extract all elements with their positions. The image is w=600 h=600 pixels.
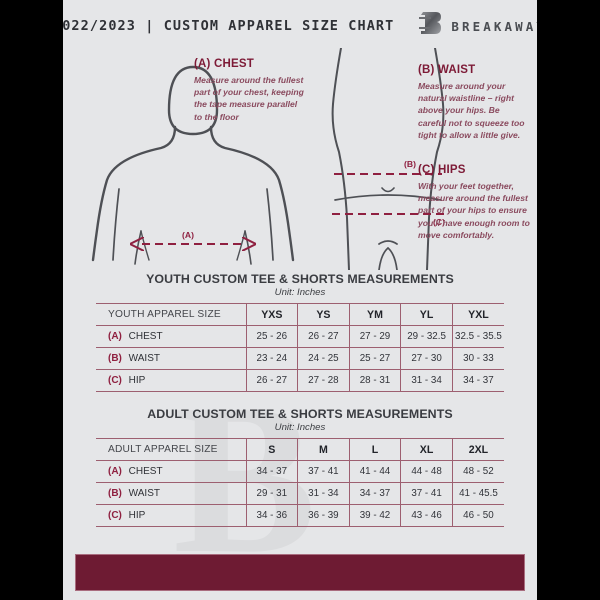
callout-hips-body: With your feet together, measure around … (418, 181, 530, 240)
table-row: (A) CHEST 25 - 26 26 - 27 27 - 29 29 - 3… (96, 325, 504, 348)
adult-cell-2-0: 34 - 36 (246, 504, 299, 527)
row-label: CHEST (128, 466, 163, 477)
callout-chest-title: (A) CHEST (194, 58, 254, 70)
row-label: WAIST (128, 488, 160, 499)
youth-table-unit: Unit: Inches (274, 287, 326, 298)
row-marker: (A) (108, 466, 122, 477)
youth-cell-1-1: 24 - 25 (297, 347, 350, 370)
torso-figure (91, 65, 295, 265)
row-marker: (C) (108, 375, 122, 386)
header-title: 2022/2023 | CUSTOM APPAREL SIZE CHART (63, 18, 395, 34)
hip-line-label: (C) (433, 217, 445, 227)
waist-line-label: (B) (404, 159, 416, 169)
adult-cell-1-0: 29 - 31 (246, 482, 299, 505)
adult-col-3: XL (400, 438, 453, 461)
size-chart-page: B 2022/2023 | CUSTOM APPAREL SIZE CHART (63, 0, 537, 600)
youth-row-label-1: (B) WAIST (96, 347, 247, 370)
youth-col-0: YXS (246, 303, 299, 326)
callout-waist-body: Measure around your natural waistline – … (418, 81, 525, 140)
adult-cell-0-1: 37 - 41 (297, 460, 350, 483)
adult-cell-2-1: 36 - 39 (297, 504, 350, 527)
youth-col-4: YXL (452, 303, 504, 326)
adult-row-label-2: (C) HIP (96, 504, 247, 527)
table-row: (C) HIP 34 - 36 36 - 39 39 - 42 43 - 46 … (96, 504, 504, 527)
row-label: CHEST (128, 331, 163, 342)
youth-table-title: YOUTH CUSTOM TEE & SHORTS MEASUREMENTS (146, 272, 454, 286)
youth-col-2: YM (349, 303, 402, 326)
youth-col-3: YL (400, 303, 453, 326)
youth-cell-1-0: 23 - 24 (246, 347, 299, 370)
table-row: (C) HIP 26 - 27 27 - 28 28 - 31 31 - 34 … (96, 369, 504, 392)
adult-cell-0-0: 34 - 37 (246, 460, 299, 483)
row-marker: (A) (108, 331, 122, 342)
youth-cell-0-1: 26 - 27 (297, 325, 350, 348)
youth-cell-1-3: 27 - 30 (400, 347, 453, 370)
youth-measurements-section: YOUTH CUSTOM TEE & SHORTS MEASUREMENTS U… (96, 272, 504, 392)
youth-cell-1-4: 30 - 33 (452, 347, 504, 370)
adult-row-label-0: (A) CHEST (96, 460, 247, 483)
row-marker: (B) (108, 488, 122, 499)
table-header-row: ADULT APPAREL SIZE S M L XL 2XL (96, 438, 504, 461)
youth-cell-0-3: 29 - 32.5 (400, 325, 453, 348)
row-label: HIP (128, 510, 146, 521)
youth-cell-0-4: 32.5 - 35.5 (452, 325, 504, 348)
youth-row-label-2: (C) HIP (96, 369, 247, 392)
brand-lockup: BREAKAWAY (416, 9, 537, 44)
body-figures-svg (91, 48, 445, 270)
adult-cell-1-3: 37 - 41 (400, 482, 453, 505)
adult-cell-1-4: 41 - 45.5 (452, 482, 504, 505)
callout-hips: (C) HIPS With your feet together, measur… (418, 164, 530, 241)
youth-cell-0-2: 27 - 29 (349, 325, 402, 348)
adult-table-unit: Unit: Inches (274, 422, 326, 433)
adult-table-title: ADULT CUSTOM TEE & SHORTS MEASUREMENTS (147, 407, 453, 421)
table-row: (B) WAIST 29 - 31 31 - 34 34 - 37 37 - 4… (96, 482, 504, 505)
youth-cell-0-0: 25 - 26 (246, 325, 299, 348)
callout-chest-body: Measure around the fullest part of your … (194, 75, 304, 122)
youth-cell-2-3: 31 - 34 (400, 369, 453, 392)
table-row: (B) WAIST 23 - 24 24 - 25 25 - 27 27 - 3… (96, 347, 504, 370)
youth-cell-2-0: 26 - 27 (246, 369, 299, 392)
adult-cell-2-4: 46 - 50 (452, 504, 504, 527)
page-header: 2022/2023 | CUSTOM APPAREL SIZE CHART (63, 0, 537, 52)
adult-cell-1-2: 34 - 37 (349, 482, 402, 505)
row-marker: (C) (108, 510, 122, 521)
adult-cell-1-1: 31 - 34 (297, 482, 350, 505)
adult-col-4: 2XL (452, 438, 504, 461)
adult-cell-0-2: 41 - 44 (349, 460, 402, 483)
callout-waist-title: (B) WAIST (418, 64, 476, 76)
adult-row-label-1: (B) WAIST (96, 482, 247, 505)
youth-size-table: YOUTH APPAREL SIZE YXS YS YM YL YXL (A) … (96, 303, 504, 392)
adult-measurements-section: ADULT CUSTOM TEE & SHORTS MEASUREMENTS U… (96, 407, 504, 527)
table-row: (A) CHEST 34 - 37 37 - 41 41 - 44 44 - 4… (96, 460, 504, 483)
adult-cell-0-3: 44 - 48 (400, 460, 453, 483)
footer-band (75, 554, 525, 591)
row-marker: (B) (108, 353, 122, 364)
youth-col-1: YS (297, 303, 350, 326)
adult-cell-2-3: 43 - 46 (400, 504, 453, 527)
adult-col-2: L (349, 438, 402, 461)
youth-cell-2-2: 28 - 31 (349, 369, 402, 392)
adult-cell-2-2: 39 - 42 (349, 504, 402, 527)
callout-hips-title: (C) HIPS (418, 164, 466, 176)
callout-chest: (A) CHEST Measure around the fullest par… (194, 58, 306, 123)
lower-body-figure (331, 48, 445, 270)
adult-size-table: ADULT APPAREL SIZE S M L XL 2XL (A) CHES… (96, 438, 504, 527)
youth-row-label-0: (A) CHEST (96, 325, 247, 348)
measurement-illustrations: (A) (B) (C) (A) CHEST Measure around the… (63, 48, 537, 270)
chest-line-label: (A) (182, 230, 194, 240)
youth-cell-2-1: 27 - 28 (297, 369, 350, 392)
callout-waist: (B) WAIST Measure around your natural wa… (418, 64, 528, 141)
youth-cell-1-2: 25 - 27 (349, 347, 402, 370)
youth-size-header: YOUTH APPAREL SIZE (96, 303, 247, 326)
brand-name: BREAKAWAY (451, 18, 537, 34)
breakaway-b-monogram-icon (416, 9, 442, 44)
adult-col-0: S (246, 438, 299, 461)
adult-cell-0-4: 48 - 52 (452, 460, 504, 483)
youth-cell-2-4: 34 - 37 (452, 369, 504, 392)
row-label: WAIST (128, 353, 160, 364)
adult-size-header: ADULT APPAREL SIZE (96, 438, 247, 461)
table-header-row: YOUTH APPAREL SIZE YXS YS YM YL YXL (96, 303, 504, 326)
row-label: HIP (128, 375, 146, 386)
adult-col-1: M (297, 438, 350, 461)
